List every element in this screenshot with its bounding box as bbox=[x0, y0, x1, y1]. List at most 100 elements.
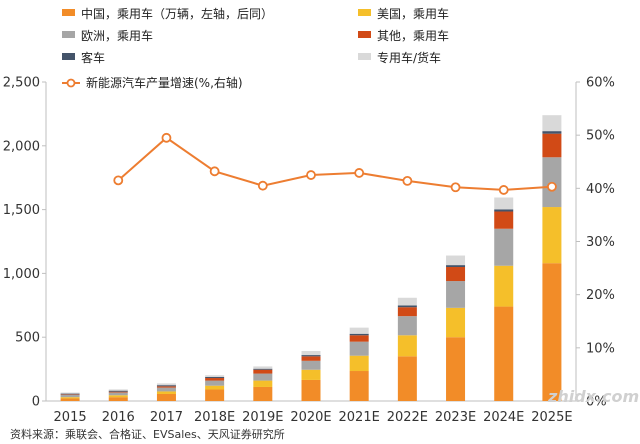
left-tick-label-1: 500 bbox=[15, 331, 40, 346]
bar-2018E-series-2 bbox=[205, 380, 225, 386]
legend-line-marker bbox=[66, 78, 76, 88]
legend-swatch-4 bbox=[62, 53, 75, 60]
right-tick-label-4: 40% bbox=[586, 182, 615, 197]
bar-2025E-series-0 bbox=[542, 263, 562, 401]
bar-2017-series-4 bbox=[156, 385, 176, 387]
bar-2019E-series-3 bbox=[253, 369, 273, 374]
bar-2018E-series-3 bbox=[205, 378, 225, 381]
left-tick-label-2: 1,000 bbox=[3, 267, 40, 282]
x-tick-label-5: 2020E bbox=[290, 410, 331, 425]
x-tick-label-8: 2023E bbox=[435, 410, 476, 425]
bar-2022E-series-2 bbox=[397, 316, 417, 336]
bar-2024E-series-5 bbox=[494, 197, 514, 210]
legend-label-0: 中国，乘用车（万辆，左轴，后同） bbox=[81, 6, 273, 21]
x-tick-label-4: 2019E bbox=[242, 410, 283, 425]
bar-2016-series-0 bbox=[108, 397, 128, 401]
bar-2015-series-0 bbox=[60, 398, 80, 401]
bar-2022E-series-1 bbox=[397, 335, 417, 357]
bar-2015-series-5 bbox=[60, 392, 80, 394]
bar-2018E-series-4 bbox=[205, 377, 225, 379]
bar-2016-series-2 bbox=[108, 392, 128, 396]
legend-swatch-3 bbox=[358, 31, 371, 38]
bar-2022E-series-4 bbox=[397, 305, 417, 308]
x-tick-label-6: 2021E bbox=[339, 410, 380, 425]
legend-label-line: 新能源汽车产量增速(%,右轴) bbox=[86, 75, 243, 90]
bar-2020E-series-1 bbox=[301, 369, 321, 380]
bar-2023E-series-4 bbox=[446, 265, 466, 268]
x-tick-label-3: 2018E bbox=[194, 410, 235, 425]
bar-2023E-series-2 bbox=[446, 281, 466, 308]
growth-point-2020E bbox=[306, 170, 316, 180]
bar-2016-series-5 bbox=[108, 389, 128, 391]
right-tick-label-1: 10% bbox=[586, 341, 615, 356]
legend-label-2: 欧洲，乘用车 bbox=[81, 28, 153, 43]
bar-2021E-series-5 bbox=[349, 327, 369, 334]
bar-2020E-series-0 bbox=[301, 379, 321, 401]
growth-point-2025E bbox=[547, 181, 557, 192]
bar-2016-series-1 bbox=[108, 395, 128, 398]
bar-2024E-series-0 bbox=[494, 306, 514, 401]
bar-2024E-series-1 bbox=[494, 265, 514, 307]
right-tick-label-5: 50% bbox=[586, 129, 615, 144]
legend-swatch-0 bbox=[62, 9, 75, 16]
x-tick-label-0: 2015 bbox=[54, 410, 87, 425]
x-tick-label-10: 2025E bbox=[531, 410, 572, 425]
bar-2022E-series-3 bbox=[397, 307, 417, 317]
growth-point-2017 bbox=[161, 132, 172, 143]
bar-2022E-series-5 bbox=[397, 297, 417, 306]
bar-2021E-series-0 bbox=[349, 371, 369, 401]
left-tick-label-4: 2,000 bbox=[3, 139, 40, 154]
axes: 0 500 1,000 1,500 2,000 2,500 0% 10% 20% 30% 40% 50… bbox=[3, 76, 615, 426]
bar-2018E-series-0 bbox=[205, 389, 225, 401]
legend-swatch-2 bbox=[62, 31, 75, 38]
x-tick-label-1: 2016 bbox=[102, 410, 135, 425]
legend-swatch-5 bbox=[358, 53, 371, 60]
bar-2021E-series-2 bbox=[349, 341, 369, 356]
legend-label-5: 专用车/货车 bbox=[377, 50, 441, 65]
bar-2016-series-3 bbox=[108, 391, 128, 393]
bar-2015-series-3 bbox=[60, 394, 80, 395]
bar-2015-series-4 bbox=[60, 393, 80, 395]
right-tick-label-3: 30% bbox=[586, 235, 615, 250]
bar-2015-series-1 bbox=[60, 397, 80, 399]
left-tick-label-0: 0 bbox=[32, 395, 40, 410]
bar-2024E-series-3 bbox=[494, 211, 514, 229]
bar-2022E-series-0 bbox=[397, 356, 417, 401]
bar-2023E-series-0 bbox=[446, 337, 466, 401]
growth-point-2021E bbox=[354, 168, 365, 178]
growth-point-2018E bbox=[209, 166, 220, 177]
x-tick-label-7: 2022E bbox=[387, 410, 428, 425]
bar-2019E-series-1 bbox=[253, 380, 273, 387]
bar-2025E-series-5 bbox=[542, 115, 562, 132]
bar-2021E-series-4 bbox=[349, 333, 369, 336]
bar-2017-series-1 bbox=[156, 391, 176, 394]
bar-2016-series-4 bbox=[108, 390, 128, 392]
bar-2023E-series-5 bbox=[446, 255, 466, 266]
x-tick-label-9: 2024E bbox=[483, 410, 524, 425]
growth-point-2016 bbox=[113, 175, 124, 186]
legend-label-3: 其他，乘用车 bbox=[377, 28, 449, 43]
bar-2025E-series-1 bbox=[542, 207, 562, 264]
x-tick-label-2: 2017 bbox=[150, 410, 183, 425]
growth-line bbox=[113, 132, 557, 195]
bar-2017-series-5 bbox=[156, 383, 176, 386]
bar-2017-series-3 bbox=[156, 386, 176, 388]
growth-point-2024E bbox=[498, 185, 509, 195]
bar-2025E-series-4 bbox=[542, 131, 562, 134]
bar-2023E-series-3 bbox=[446, 267, 466, 282]
bar-2018E-series-5 bbox=[205, 375, 225, 378]
bar-2019E-series-4 bbox=[253, 368, 273, 370]
left-tick-label-3: 1,500 bbox=[3, 203, 40, 218]
right-tick-label-0: 0% bbox=[586, 395, 607, 410]
right-tick-label-2: 20% bbox=[586, 288, 615, 303]
legend-label-1: 美国，乘用车 bbox=[377, 6, 449, 21]
watermark: zhidx.com bbox=[547, 387, 639, 406]
legend-swatch-1 bbox=[358, 9, 371, 16]
bar-2024E-series-4 bbox=[494, 209, 514, 212]
bar-2020E-series-4 bbox=[301, 355, 321, 357]
bar-2019E-series-2 bbox=[253, 373, 273, 381]
left-tick-label-5: 2,500 bbox=[3, 76, 40, 91]
bar-2020E-series-2 bbox=[301, 360, 321, 370]
bar-2021E-series-3 bbox=[349, 335, 369, 342]
